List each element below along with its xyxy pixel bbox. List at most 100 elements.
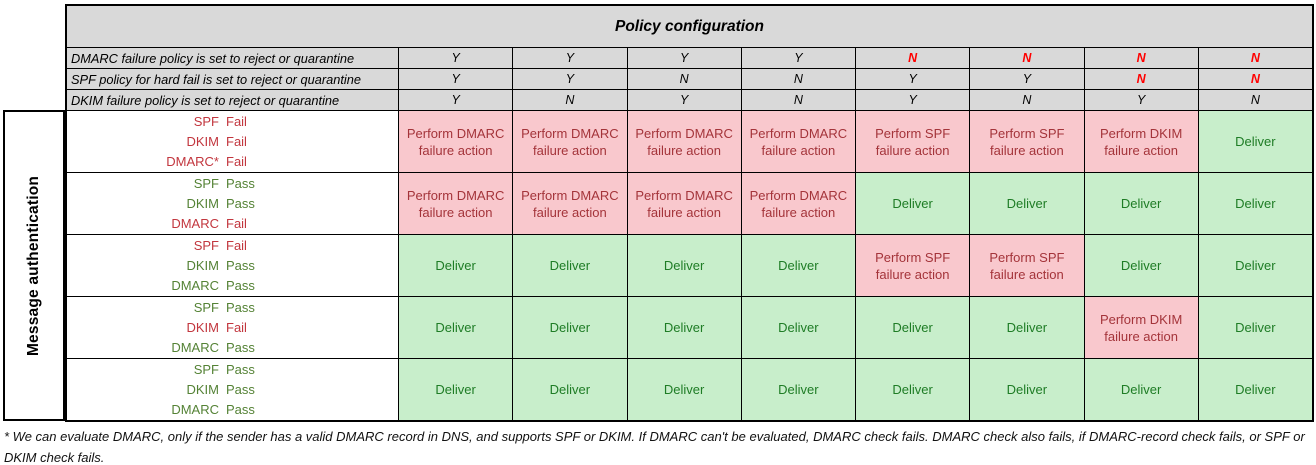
auth-check-name: DMARC [171,401,219,417]
outcome-cell: Deliver [855,173,970,234]
auth-check: SPF Pass [67,298,398,318]
policy-value: Y [855,90,969,110]
auth-check-result: Pass [226,361,255,377]
outcome-cell: Deliver [855,297,970,358]
outcome-text: Perform DMARC failure action [635,125,733,158]
policy-row-dkim: DKIM failure policy is set to reject or … [67,89,1312,110]
outcome-text: Perform DMARC failure action [406,125,505,158]
auth-check-result: Pass [226,381,255,397]
outcome-cell: Deliver [1197,173,1312,234]
policy-row-dmarc: DMARC failure policy is set to reject or… [67,47,1312,68]
policy-value: Y [626,48,741,68]
outcome-text: Perform SPF failure action [989,249,1065,282]
auth-combination: SPF Pass DKIM Pass DMARC Fail [67,173,398,234]
policy-value: Y [855,69,969,89]
auth-combination: SPF Fail DKIM Pass DMARC Pass [67,235,398,296]
outcome-text: Deliver [1235,320,1276,335]
outcome-text: Deliver [1006,382,1048,397]
outcome-cell: Perform SPF failure action [969,111,1084,172]
policy-matrix-table: Policy configuration DMARC failure polic… [65,4,1314,422]
outcome-cell: Deliver [1083,173,1198,234]
auth-check-result: Pass [226,299,255,315]
policy-value: Y [512,48,626,68]
outcome-text: Perform DKIM failure action [1099,311,1183,344]
auth-check-result: Pass [226,339,255,355]
outcome-cell: Deliver [740,359,855,420]
outcome-text: Deliver [435,382,476,397]
auth-combination: SPF Fail DKIM Fail DMARC* Fail [67,111,398,172]
policy-value: N [512,90,626,110]
outcome-cell: Deliver [626,235,741,296]
table-row-all-pass: SPF Pass DKIM Pass DMARC Pass Deliver De… [67,358,1312,420]
outcome-text: Deliver [1235,258,1276,273]
outcome-cell: Deliver [512,235,627,296]
auth-check: DMARC Pass [67,400,398,420]
outcome-text: Deliver [892,320,933,335]
auth-combination: SPF Pass DKIM Pass DMARC Pass [67,359,398,420]
outcome-text: Perform SPF failure action [989,125,1065,158]
outcome-cell: Deliver [855,359,970,420]
auth-check-name: DKIM [186,195,220,211]
policy-value: N [1083,69,1198,89]
outcome-text: Deliver [549,382,591,397]
outcome-text: Perform DMARC failure action [406,187,505,220]
policy-value: N [969,48,1083,68]
table-row-dmarc-fail: SPF Pass DKIM Pass DMARC Fail Perform DM… [67,172,1312,234]
outcome-cell: Deliver [740,235,855,296]
auth-check: SPF Pass [67,360,398,380]
outcome-text: Perform DMARC failure action [635,187,733,220]
outcome-text: Perform DMARC failure action [521,125,619,158]
outcome-text: Deliver [892,196,933,211]
outcome-text: Deliver [1120,196,1162,211]
outcome-text: Deliver [1120,258,1162,273]
outcome-cell: Perform SPF failure action [855,111,970,172]
auth-check-result: Pass [226,401,255,417]
auth-check: DMARC Pass [67,276,398,296]
auth-check-result: Pass [226,195,255,211]
table-row-all-fail: SPF Fail DKIM Fail DMARC* Fail Perform D… [67,110,1312,172]
auth-check-result: Fail [226,215,247,231]
auth-check-name: SPF [193,361,219,377]
policy-value: Y [969,69,1083,89]
policy-value: Y [398,48,512,68]
auth-check-name: SPF [193,175,219,191]
outcome-text: Deliver [892,382,933,397]
outcome-text: Deliver [778,258,819,273]
outcome-text: Deliver [663,382,705,397]
outcome-text: Deliver [778,320,819,335]
policy-label: DKIM failure policy is set to reject or … [71,92,340,108]
auth-check: SPF Fail [67,112,398,132]
policy-value: N [740,90,855,110]
outcome-cell: Perform DMARC failure action [398,173,513,234]
outcome-text: Deliver [435,258,476,273]
outcome-text: Perform SPF failure action [875,125,951,158]
policy-value: N [969,90,1083,110]
outcome-cell: Deliver [398,297,513,358]
outcome-cell: Deliver [626,297,741,358]
policy-value: N [626,69,741,89]
outcome-cell: Deliver [398,235,513,296]
policy-value: N [1083,48,1198,68]
message-authentication-axis: Message authentication [3,110,65,421]
outcome-text: Deliver [435,320,476,335]
policy-configuration-header: Policy configuration [67,6,1312,47]
auth-combination: SPF Pass DKIM Fail DMARC Pass [67,297,398,358]
outcome-cell: Deliver [969,173,1084,234]
outcome-cell: Deliver [626,359,741,420]
policy-label: SPF policy for hard fail is set to rejec… [71,71,361,87]
outcome-text: Deliver [1120,382,1162,397]
auth-check: DKIM Fail [67,318,398,338]
outcome-cell: Deliver [1197,297,1312,358]
auth-check-result: Pass [226,175,255,191]
outcome-text: Deliver [549,320,591,335]
auth-check-name: DMARC [171,215,219,231]
auth-check-name: DMARC [171,339,219,355]
policy-value: Y [626,90,741,110]
outcome-text: Deliver [1235,134,1276,149]
policy-value: N [740,69,855,89]
outcome-cell: Perform DMARC failure action [740,173,855,234]
outcome-cell: Deliver [398,359,513,420]
outcome-cell: Perform DMARC failure action [512,111,627,172]
auth-check: SPF Pass [67,174,398,194]
